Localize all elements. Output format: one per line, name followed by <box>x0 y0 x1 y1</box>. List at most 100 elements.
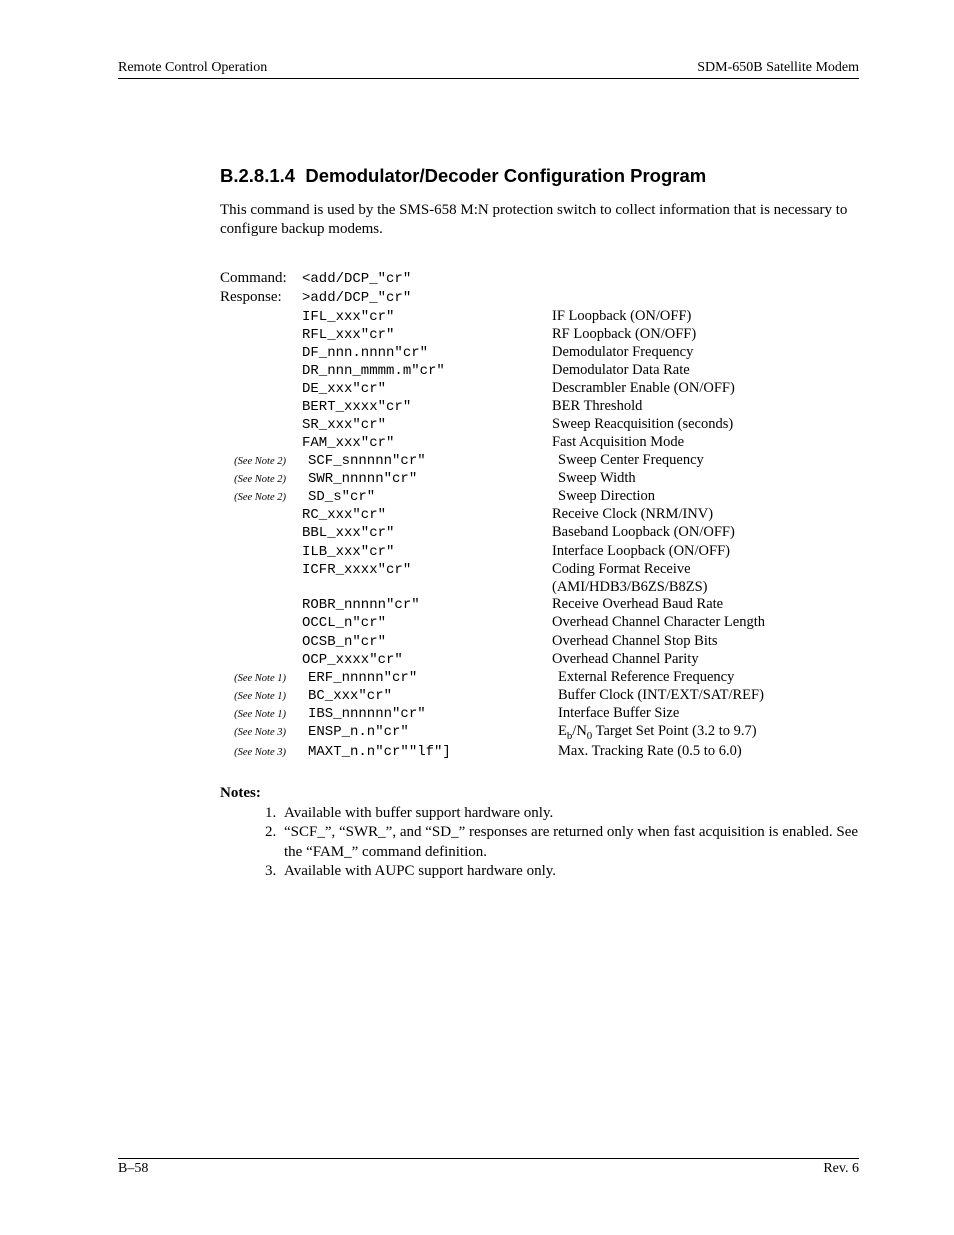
row-code: DR_nnn_mmmm.m"cr" <box>302 363 552 380</box>
row-description: (AMI/HDB3/B6ZS/B8ZS) <box>552 579 708 597</box>
row-description: Sweep Width <box>558 470 636 488</box>
response-label: Response: <box>220 288 302 306</box>
row-description: Sweep Reacquisition (seconds) <box>552 416 733 434</box>
note-item: Available with buffer support hardware o… <box>280 804 859 823</box>
row-code: ENSP_n.n"cr" <box>308 724 558 741</box>
row-code: OCCL_n"cr" <box>302 615 552 632</box>
row-code: DE_xxx"cr" <box>302 381 552 398</box>
response-row: Response: >add/DCP_"cr" <box>220 288 859 307</box>
param-row: (See Note 1) BC_xxx"cr"Buffer Clock (INT/… <box>220 687 859 705</box>
param-row: (See Note 2) SD_s"cr"Sweep Direction <box>220 488 859 506</box>
row-description: Fast Acquisition Mode <box>552 434 684 452</box>
row-code: SWR_nnnnn"cr" <box>308 471 558 488</box>
row-description: Overhead Channel Character Length <box>552 614 765 632</box>
param-row: RC_xxx"cr"Receive Clock (NRM/INV) <box>220 506 859 524</box>
note-item: Available with AUPC support hardware onl… <box>280 862 859 881</box>
row-description: Sweep Direction <box>558 488 655 506</box>
row-code: OCP_xxxx"cr" <box>302 652 552 669</box>
row-code: SD_s"cr" <box>308 489 558 506</box>
footer-left: B–58 <box>118 1161 148 1177</box>
param-row: (See Note 3) ENSP_n.n"cr"Eb/N0 Target Set… <box>220 723 859 743</box>
row-description: Interface Loopback (ON/OFF) <box>552 543 730 561</box>
note-item: “SCF_”, “SWR_”, and “SD_” responses are … <box>280 823 859 861</box>
param-row: DF_nnn.nnnn"cr"Demodulator Frequency <box>220 344 859 362</box>
row-description: Buffer Clock (INT/EXT/SAT/REF) <box>558 687 764 705</box>
footer-right: Rev. 6 <box>823 1161 859 1177</box>
command-table: Command: <add/DCP_"cr" Response: >add/DC… <box>220 269 859 761</box>
param-row: ROBR_nnnnn"cr"Receive Overhead Baud Rate <box>220 596 859 614</box>
row-note: (See Note 3) <box>220 747 292 760</box>
param-row: (See Note 1) IBS_nnnnnn"cr"Interface Buff… <box>220 705 859 723</box>
param-row: (See Note 1) ERF_nnnnn"cr"External Refere… <box>220 669 859 687</box>
notes-list: Available with buffer support hardware o… <box>220 804 859 881</box>
row-code: BC_xxx"cr" <box>308 688 558 705</box>
row-code: ILB_xxx"cr" <box>302 544 552 561</box>
row-description: BER Threshold <box>552 398 642 416</box>
row-note: (See Note 1) <box>220 709 292 722</box>
section-number: B.2.8.1.4 <box>220 165 295 186</box>
row-note: (See Note 1) <box>220 673 292 686</box>
param-row: OCSB_n"cr"Overhead Channel Stop Bits <box>220 633 859 651</box>
row-code: RC_xxx"cr" <box>302 507 552 524</box>
param-row: BERT_xxxx"cr"BER Threshold <box>220 398 859 416</box>
param-row: RFL_xxx"cr"RF Loopback (ON/OFF) <box>220 326 859 344</box>
command-label: Command: <box>220 269 302 287</box>
row-note: (See Note 2) <box>220 456 292 469</box>
row-code: IBS_nnnnnn"cr" <box>308 706 558 723</box>
row-code: SCF_snnnnn"cr" <box>308 453 558 470</box>
notes-heading: Notes: <box>220 785 859 802</box>
param-row: ILB_xxx"cr"Interface Loopback (ON/OFF) <box>220 543 859 561</box>
notes-block: Notes: Available with buffer support har… <box>220 785 859 881</box>
footer-rule <box>118 1158 859 1159</box>
row-description: External Reference Frequency <box>558 669 734 687</box>
param-row: ICFR_xxxx"cr"Coding Format Receive <box>220 561 859 579</box>
param-row: (AMI/HDB3/B6ZS/B8ZS) <box>220 579 859 597</box>
row-code: OCSB_n"cr" <box>302 634 552 651</box>
row-description: IF Loopback (ON/OFF) <box>552 308 691 326</box>
row-description: Demodulator Data Rate <box>552 362 690 380</box>
row-description: Sweep Center Frequency <box>558 452 704 470</box>
page-footer: B–58 Rev. 6 <box>118 1158 859 1177</box>
section-heading: B.2.8.1.4 Demodulator/Decoder Configurat… <box>220 165 859 187</box>
row-description: Overhead Channel Stop Bits <box>552 633 718 651</box>
row-code: ICFR_xxxx"cr" <box>302 562 552 579</box>
param-row: SR_xxx"cr"Sweep Reacquisition (seconds) <box>220 416 859 434</box>
command-row: Command: <add/DCP_"cr" <box>220 269 859 288</box>
command-code: <add/DCP_"cr" <box>302 271 552 288</box>
row-description: RF Loopback (ON/OFF) <box>552 326 696 344</box>
row-note: (See Note 2) <box>220 492 292 505</box>
row-description: Eb/N0 Target Set Point (3.2 to 9.7) <box>558 723 757 743</box>
param-row: IFL_xxx"cr"IF Loopback (ON/OFF) <box>220 308 859 326</box>
header-right: SDM-650B Satellite Modem <box>697 60 859 76</box>
param-row: DR_nnn_mmmm.m"cr"Demodulator Data Rate <box>220 362 859 380</box>
row-code: BBL_xxx"cr" <box>302 525 552 542</box>
param-row: FAM_xxx"cr"Fast Acquisition Mode <box>220 434 859 452</box>
param-row: OCP_xxxx"cr"Overhead Channel Parity <box>220 651 859 669</box>
row-description: Interface Buffer Size <box>558 705 679 723</box>
row-code: RFL_xxx"cr" <box>302 327 552 344</box>
section-title-text: Demodulator/Decoder Configuration Progra… <box>305 165 706 186</box>
param-row: (See Note 3)MAXT_n.n"cr""lf"]Max. Tracki… <box>220 743 859 761</box>
row-description: Max. Tracking Rate (0.5 to 6.0) <box>558 743 742 761</box>
row-note: (See Note 2) <box>220 474 292 487</box>
row-note: (See Note 3) <box>220 727 292 740</box>
row-note: (See Note 1) <box>220 691 292 704</box>
param-row: DE_xxx"cr"Descrambler Enable (ON/OFF) <box>220 380 859 398</box>
row-description: Overhead Channel Parity <box>552 651 699 669</box>
row-description: Coding Format Receive <box>552 561 691 579</box>
header-left: Remote Control Operation <box>118 60 267 76</box>
response-code: >add/DCP_"cr" <box>302 290 552 307</box>
row-description: Baseband Loopback (ON/OFF) <box>552 524 735 542</box>
row-description: Descrambler Enable (ON/OFF) <box>552 380 735 398</box>
row-code: FAM_xxx"cr" <box>302 435 552 452</box>
row-code: DF_nnn.nnnn"cr" <box>302 345 552 362</box>
row-code: ERF_nnnnn"cr" <box>308 670 558 687</box>
row-description: Receive Overhead Baud Rate <box>552 596 723 614</box>
header-rule <box>118 78 859 79</box>
row-code: SR_xxx"cr" <box>302 417 552 434</box>
section-intro: This command is used by the SMS-658 M:N … <box>220 201 859 239</box>
row-code: IFL_xxx"cr" <box>302 309 552 326</box>
param-row: OCCL_n"cr"Overhead Channel Character Len… <box>220 614 859 632</box>
param-row: BBL_xxx"cr"Baseband Loopback (ON/OFF) <box>220 524 859 542</box>
param-row: (See Note 2) SCF_snnnnn"cr"Sweep Center F… <box>220 452 859 470</box>
